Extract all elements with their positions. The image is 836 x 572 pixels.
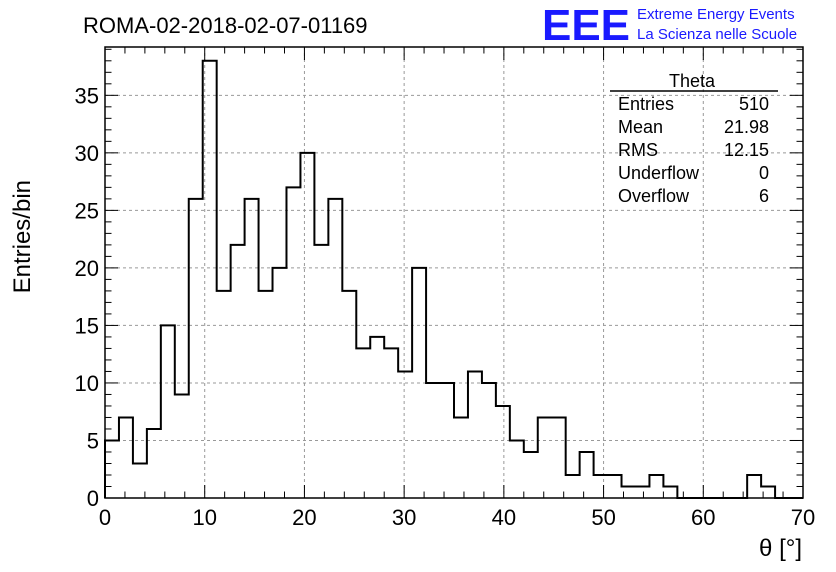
histogram-bin bbox=[245, 199, 259, 498]
stats-value-rms: 12.15 bbox=[724, 140, 769, 160]
histogram-bin bbox=[538, 417, 552, 498]
histogram-bin bbox=[189, 199, 203, 498]
histogram-bin bbox=[608, 475, 622, 498]
stats-box: Theta Entries 510 Mean 21.98 RMS 12.15 U… bbox=[610, 71, 778, 206]
y-tick-labels: 0 5 10 15 20 25 30 35 bbox=[75, 83, 99, 511]
x-tick-label: 70 bbox=[791, 505, 815, 530]
x-tick-label: 10 bbox=[192, 505, 216, 530]
stats-value-mean: 21.98 bbox=[724, 117, 769, 137]
y-tick-label: 20 bbox=[75, 256, 99, 281]
histogram-bin bbox=[259, 291, 273, 498]
histogram-bin bbox=[566, 475, 580, 498]
histogram-bin bbox=[622, 486, 636, 498]
eee-logo-line1: Extreme Energy Events bbox=[637, 6, 795, 23]
stats-label-underflow: Underflow bbox=[618, 163, 700, 183]
histogram-bin bbox=[510, 440, 524, 498]
plot-frame bbox=[104, 46, 804, 499]
x-tick-label: 30 bbox=[392, 505, 416, 530]
x-tick-label: 20 bbox=[292, 505, 316, 530]
stats-value-entries: 510 bbox=[739, 94, 769, 114]
histogram-bin bbox=[161, 325, 175, 498]
y-tick-label: 25 bbox=[75, 198, 99, 223]
stats-label-mean: Mean bbox=[618, 117, 663, 137]
x-tick-label: 0 bbox=[99, 505, 111, 530]
y-tick-label: 35 bbox=[75, 83, 99, 108]
y-tick-label: 15 bbox=[75, 313, 99, 338]
histogram-bin bbox=[119, 417, 133, 498]
stats-value-underflow: 0 bbox=[759, 163, 769, 183]
histogram-bin bbox=[426, 383, 440, 498]
histogram-bin bbox=[482, 383, 496, 498]
histogram-bin bbox=[398, 371, 412, 498]
stats-label-entries: Entries bbox=[618, 94, 674, 114]
eee-logo: EEE Extreme Energy Events La Scienza nel… bbox=[542, 1, 797, 50]
x-tick-label: 60 bbox=[691, 505, 715, 530]
histogram-bin bbox=[203, 61, 217, 498]
histogram-bin bbox=[314, 245, 328, 498]
histogram-bin bbox=[273, 268, 287, 498]
histogram-bin bbox=[175, 394, 189, 498]
histogram-bin bbox=[328, 199, 342, 498]
histogram-bin bbox=[356, 348, 370, 498]
y-axis-label: Entries/bin bbox=[9, 180, 36, 293]
y-tick-label: 0 bbox=[87, 486, 99, 511]
eee-logo-line2: La Scienza nelle Scuole bbox=[637, 26, 797, 43]
histogram-bin bbox=[454, 417, 468, 498]
histogram-bin bbox=[747, 475, 761, 498]
y-tick-label: 10 bbox=[75, 371, 99, 396]
stats-label-overflow: Overflow bbox=[618, 186, 690, 206]
stats-box-title: Theta bbox=[669, 71, 716, 91]
histogram-bin bbox=[370, 337, 384, 498]
stats-value-overflow: 6 bbox=[759, 186, 769, 206]
histogram-bin bbox=[635, 486, 649, 498]
histogram-bin bbox=[133, 463, 147, 498]
histogram-bin bbox=[552, 417, 566, 498]
x-axis-label: θ [°] bbox=[759, 535, 802, 562]
x-tick-label: 50 bbox=[591, 505, 615, 530]
histogram-bin bbox=[649, 475, 663, 498]
y-tick-label: 30 bbox=[75, 141, 99, 166]
histogram-bin bbox=[286, 187, 300, 498]
histogram-bin bbox=[342, 291, 356, 498]
histogram-bin bbox=[440, 383, 454, 498]
y-tick-label: 5 bbox=[87, 428, 99, 453]
histogram-bin bbox=[147, 429, 161, 498]
histogram-bin bbox=[217, 291, 231, 498]
histogram-bin bbox=[663, 486, 677, 498]
histogram-bin bbox=[524, 452, 538, 498]
chart-title: ROMA-02-2018-02-07-01169 bbox=[83, 13, 368, 38]
histogram-bin bbox=[761, 486, 775, 498]
histogram-bin bbox=[468, 371, 482, 498]
histogram-outline bbox=[104, 59, 803, 499]
histogram-bin bbox=[580, 452, 594, 498]
x-tick-label: 40 bbox=[492, 505, 516, 530]
eee-logo-letters: EEE bbox=[542, 1, 630, 50]
stats-label-rms: RMS bbox=[618, 140, 658, 160]
histogram-bins bbox=[105, 61, 775, 498]
histogram-bin bbox=[384, 348, 398, 498]
histogram-bin bbox=[412, 268, 426, 498]
histogram-bin bbox=[231, 245, 245, 498]
x-tick-labels: 0 10 20 30 40 50 60 70 bbox=[99, 505, 815, 530]
histogram-bin bbox=[300, 153, 314, 498]
histogram-bin bbox=[496, 406, 510, 498]
histogram-bin bbox=[105, 440, 119, 498]
histogram-bin bbox=[594, 475, 608, 498]
